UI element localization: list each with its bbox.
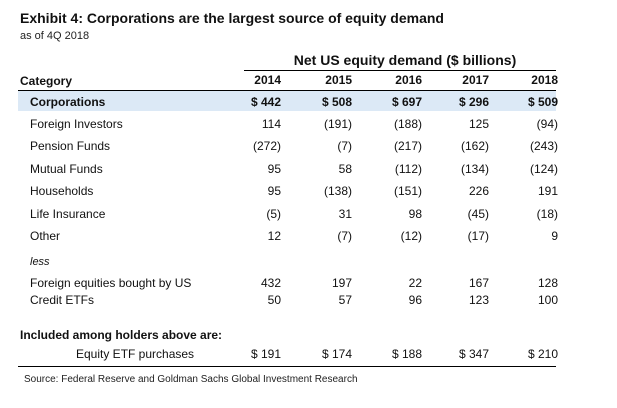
header-rule [18,90,556,91]
table-cell: 197 [331,276,352,290]
table-cell: 31 [338,207,352,221]
table-cell: 123 [468,293,489,307]
table-cell: (191) [323,117,352,131]
group-header-rule [244,70,556,71]
table-cell: $ 174 [321,347,352,361]
year-header-2014: 2014 [254,73,281,87]
exhibit-subtitle: as of 4Q 2018 [20,30,90,42]
table-cell: 9 [551,229,558,243]
table-row-label: Foreign equities bought by US [30,276,192,290]
table-row-label: Foreign Investors [30,117,123,131]
table-cell: (124) [529,162,558,176]
table-row-label: Life Insurance [30,207,106,221]
table-cell: 22 [408,276,422,290]
included-holders-header: Included among holders above are: [20,328,223,342]
table-cell: (162) [460,139,489,153]
table-cell: $ 347 [458,347,489,361]
table-cell: (112) [394,162,422,176]
year-header-2018: 2018 [531,73,558,87]
table-cell: (138) [323,184,352,198]
table-row-label: Other [30,229,61,243]
table-cell: 432 [260,276,281,290]
year-header-2015: 2015 [325,73,352,87]
table-cell: 167 [468,276,489,290]
table-cell: 50 [267,293,281,307]
table-cell: $ 508 [321,95,352,109]
table-cell: 98 [408,207,422,221]
table-cell: (7) [337,139,352,153]
table-cell: $ 509 [527,95,558,109]
table-row-label: Mutual Funds [30,162,103,176]
table-cell: 95 [267,184,281,198]
table-cell: (94) [536,117,558,131]
table-cell: (12) [400,229,422,243]
table-cell: (18) [536,207,558,221]
table-cell: (17) [467,229,489,243]
table-row-label: Households [30,184,94,198]
table-cell: $ 191 [250,347,281,361]
table-cell: 191 [537,184,558,198]
table-cell: 226 [468,184,489,198]
table-row-label: Credit ETFs [30,293,95,307]
table-cell: 114 [261,117,281,131]
table-cell: 128 [537,276,558,290]
table-cell: (45) [467,207,489,221]
year-header-2016: 2016 [395,73,422,87]
table-cell: 58 [338,162,352,176]
equity-etf-label: Equity ETF purchases [76,347,195,361]
table-cell: 95 [267,162,281,176]
category-column-header: Category [20,74,73,88]
table-cell: 125 [468,117,489,131]
source-note: Source: Federal Reserve and Goldman Sach… [24,374,358,385]
table-cell: $ 188 [391,347,422,361]
corporations-row-highlight [18,91,556,111]
table-cell: 100 [537,293,558,307]
table-cell: (151) [393,184,422,198]
table-cell: 12 [267,229,281,243]
table-cell: $ 697 [391,95,422,109]
table-group-header: Net US equity demand ($ billions) [293,52,517,68]
table-cell: (134) [460,162,489,176]
table-cell: (243) [529,139,558,153]
table-cell: (217) [393,139,422,153]
table-cell: (5) [266,207,281,221]
table-cell: (188) [393,117,422,131]
table-cell: $ 442 [250,95,281,109]
less-label: less [30,256,50,268]
table-cell: 57 [338,293,352,307]
table-cell: 96 [408,293,422,307]
table-cell: (7) [337,229,352,243]
footer-rule [18,366,556,367]
year-header-2017: 2017 [462,73,489,87]
table-row-label: Corporations [30,95,106,109]
table-cell: $ 296 [458,95,489,109]
table-row-label: Pension Funds [30,139,111,153]
exhibit-title: Exhibit 4: Corporations are the largest … [20,10,444,26]
table-cell: $ 210 [527,347,558,361]
table-cell: (272) [252,139,281,153]
